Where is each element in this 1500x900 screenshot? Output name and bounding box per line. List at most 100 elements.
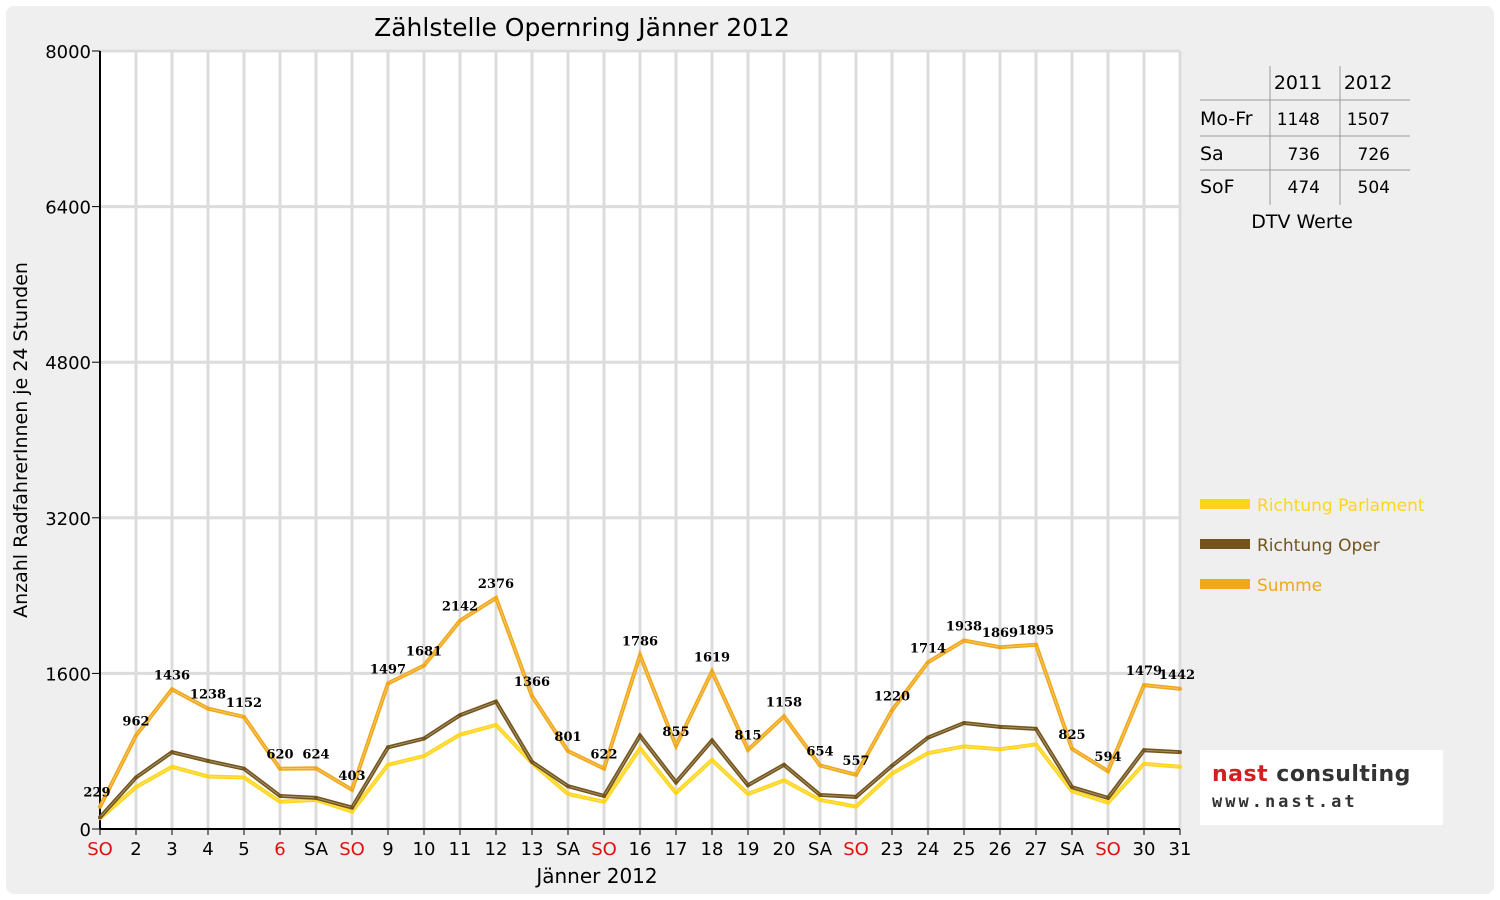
data-label: 1786 [622, 634, 658, 649]
data-point [998, 645, 1002, 650]
data-label: 1714 [910, 641, 946, 656]
data-point [962, 720, 966, 725]
data-point [854, 804, 858, 809]
data-point [170, 764, 174, 769]
data-label: 557 [842, 754, 869, 769]
data-point [854, 772, 858, 777]
dtv-row-label: Mo-Fr [1200, 108, 1253, 130]
dtv-header-2011: 2011 [1274, 72, 1322, 94]
dtv-cell: 1148 [1277, 110, 1320, 130]
data-label: 962 [122, 714, 149, 729]
data-point [818, 797, 822, 802]
x-axis-label: Jänner 2012 [534, 864, 657, 888]
nast-consulting-logo: nast consulting www.nast.at [1200, 750, 1443, 825]
legend-label: Summe [1257, 576, 1322, 596]
data-label: 815 [734, 729, 761, 744]
y-tick-label: 8000 [45, 42, 91, 63]
data-point [1142, 683, 1146, 688]
data-point [1034, 742, 1038, 747]
data-point [782, 714, 786, 719]
data-point [890, 708, 894, 713]
data-point [890, 771, 894, 776]
logo-name-red: nast [1212, 762, 1277, 787]
grid-lines [100, 49, 1182, 829]
dtv-table: 2011 2012 Mo-Fr 1148 1507 Sa 736 726 SoF… [1200, 66, 1410, 233]
data-label: 622 [590, 748, 617, 763]
dtv-caption: DTV Werte [1251, 211, 1353, 233]
x-tick-label: 16 [629, 839, 652, 860]
x-tick-label: 10 [413, 839, 436, 860]
data-label: 1238 [190, 688, 226, 703]
data-point [818, 792, 822, 797]
x-tick-label: 9 [382, 839, 393, 860]
data-point [242, 714, 246, 719]
data-point [134, 785, 138, 790]
data-point [710, 738, 714, 743]
data-point [926, 751, 930, 756]
data-point [1106, 769, 1110, 774]
data-point [170, 750, 174, 755]
data-point [1178, 686, 1182, 691]
data-point [530, 759, 534, 764]
data-point [1142, 748, 1146, 753]
x-tick-label: 6 [274, 839, 285, 860]
data-point [386, 681, 390, 686]
data-point [314, 795, 318, 800]
data-point [422, 736, 426, 741]
series-richtung-parlament [98, 722, 1182, 821]
data-point [674, 791, 678, 796]
data-label: 594 [1094, 750, 1121, 765]
data-label: 654 [806, 744, 833, 759]
logo-name: nast consulting [1212, 762, 1411, 787]
data-point [1034, 726, 1038, 731]
x-tick-label: 30 [1133, 839, 1156, 860]
dtv-row-label: SoF [1200, 176, 1235, 198]
data-point [746, 791, 750, 796]
data-label: 1158 [766, 695, 802, 710]
data-point [206, 706, 210, 711]
data-label: 1619 [694, 651, 730, 666]
y-tick-label: 1600 [45, 664, 91, 685]
data-point [998, 747, 1002, 752]
data-point [494, 722, 498, 727]
y-tick-label: 3200 [45, 509, 91, 530]
data-point [206, 758, 210, 763]
data-point [566, 749, 570, 754]
x-tick-label: 11 [449, 839, 472, 860]
data-point [602, 766, 606, 771]
dtv-header-2012: 2012 [1344, 72, 1392, 94]
data-point [1178, 764, 1182, 769]
data-point [674, 780, 678, 785]
data-point [314, 766, 318, 771]
data-label: 1681 [406, 645, 442, 660]
x-tick-label: 12 [485, 839, 508, 860]
data-point [926, 660, 930, 665]
data-point [242, 766, 246, 771]
data-label: 1442 [1159, 668, 1195, 683]
y-tick-labels: 0 1600 3200 4800 6400 8000 [45, 42, 91, 841]
data-point [638, 746, 642, 751]
data-label: 1895 [1018, 624, 1054, 639]
data-point [1106, 795, 1110, 800]
data-point [854, 794, 858, 799]
legend-swatch [1200, 539, 1250, 549]
axes [92, 50, 1181, 835]
data-point [782, 778, 786, 783]
data-point [926, 735, 930, 740]
x-tick-label: SO [339, 839, 365, 860]
x-tick-label: 13 [521, 839, 544, 860]
data-point [98, 815, 102, 820]
data-point [278, 793, 282, 798]
logo-url: www.nast.at [1212, 792, 1358, 812]
legend: Richtung Parlament Richtung Oper Summe [1200, 496, 1425, 596]
x-tick-label: 5 [238, 839, 249, 860]
data-point [1070, 789, 1074, 794]
data-point [278, 799, 282, 804]
data-point [746, 747, 750, 752]
data-point [1178, 750, 1182, 755]
data-point [602, 799, 606, 804]
data-point [170, 687, 174, 692]
data-point [1070, 785, 1074, 790]
